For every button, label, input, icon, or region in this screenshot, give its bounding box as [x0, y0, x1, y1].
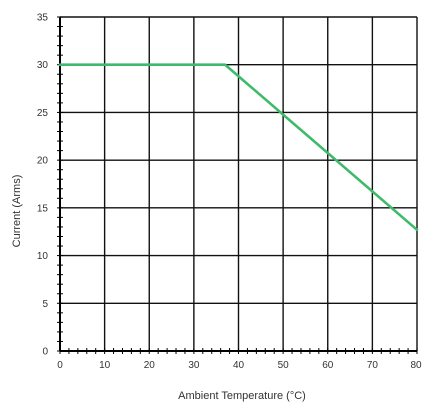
x-axis-title: Ambient Temperature (°C) [178, 390, 306, 402]
y-tick-label: 25 [37, 108, 49, 119]
x-tick-label: 40 [233, 360, 245, 371]
y-tick-label: 10 [37, 251, 49, 262]
series-line [58, 63, 419, 232]
x-tick-label: 50 [278, 360, 290, 371]
series-layer [58, 63, 419, 232]
y-tick-label: 30 [37, 60, 49, 71]
grid [59, 16, 418, 352]
y-tick-label: 35 [37, 13, 49, 24]
x-tick-label: 0 [57, 360, 63, 371]
axes [59, 17, 417, 352]
y-tick-label: 15 [37, 203, 49, 214]
x-tick-label: 10 [99, 360, 111, 371]
y-axis-title: Current (Arms) [11, 175, 23, 248]
tick-labels: 0 10 20 30 40 50 60 70 80 0 5 10 15 20 25 30 35 [37, 13, 422, 372]
y-tick-label: 0 [42, 347, 48, 358]
x-tick-label: 80 [410, 360, 422, 371]
x-tick-label: 70 [367, 360, 379, 371]
x-tick-label: 30 [188, 360, 200, 371]
x-tick-label: 20 [144, 360, 156, 371]
y-tick-label: 5 [42, 299, 48, 310]
y-tick-label: 20 [37, 156, 49, 167]
x-tick-label: 60 [322, 360, 334, 371]
